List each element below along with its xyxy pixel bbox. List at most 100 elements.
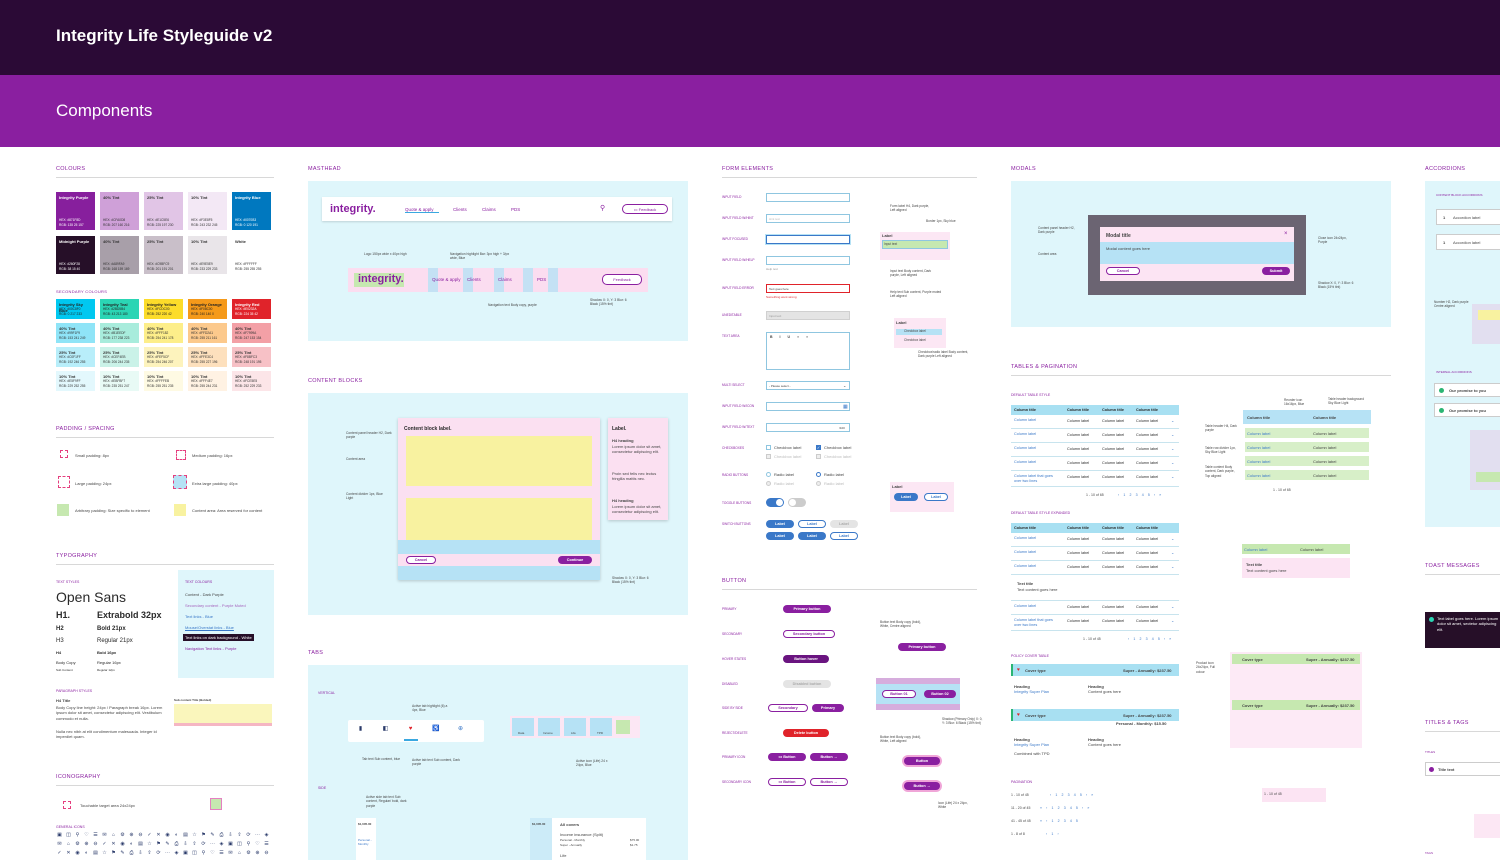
chevron-down-icon[interactable]: ⌄ [1171,447,1175,451]
delete-button[interactable]: Delete button [783,729,829,737]
primary-button[interactable]: Primary button [783,605,831,613]
table-cell-link[interactable]: Column label [1014,432,1037,436]
table-row[interactable]: Column label Column label Column label Colu… [1011,415,1179,429]
table-cell-link[interactable]: Column label [1014,536,1037,540]
income-tab-icon[interactable]: ◧ [382,726,389,732]
page-links[interactable]: ‹ 1 › [1046,832,1061,836]
table-cell-link[interactable]: Column label [1014,418,1037,422]
table-cell-link[interactable]: Column label [1014,460,1037,464]
add-tab-icon[interactable]: ⊕ [457,726,464,732]
primary-icon-button[interactable]: ▭ Button [768,753,806,761]
table-cell-link[interactable]: Column label [1014,550,1037,554]
switch-button[interactable]: Label [766,520,794,528]
text-area[interactable]: B I U ≡ ≡ [766,332,850,370]
table-cell-link[interactable]: Column label that goes over two lines [1014,618,1053,627]
secondary-icon-button[interactable]: ▭ Button [768,778,806,786]
chevron-down-icon[interactable]: ⌄ [1171,475,1175,479]
side-primary-button[interactable]: Primary [812,704,844,712]
radio-checked[interactable] [816,472,821,477]
colour-white-link[interactable]: Text links on dark background - White [183,634,254,642]
colour-blue-link[interactable]: Text links - Blue [185,614,214,619]
column-title[interactable]: Column title [1014,408,1036,412]
side-tab[interactable]: $1,005.00 Personal - Monthly [356,818,376,860]
input-field-hint[interactable]: Hint text [766,214,850,223]
modal-cancel-button[interactable]: Cancel [1106,267,1140,275]
input-field-help[interactable] [766,256,850,265]
policy-plan[interactable]: Integrity Super Plan [1014,689,1050,694]
page-links[interactable]: « ‹ 1 2 3 4 5 › » [1040,806,1091,810]
close-icon[interactable]: × [1284,231,1288,237]
nav-pds[interactable]: PDS [511,207,521,212]
column-title[interactable]: Column title [1136,526,1158,530]
table-row[interactable]: Column label Column label Column label Colu… [1011,443,1179,457]
policy-plan[interactable]: Integrity Super Plan [1014,742,1050,747]
chevron-down-icon[interactable]: ⌄ [1171,433,1175,437]
calendar-icon[interactable]: ▦ [843,404,848,410]
input-field[interactable] [766,193,850,202]
pagination-pages[interactable]: ‹ 1 2 3 4 5 › » [1118,493,1163,497]
switch-button[interactable]: Label [830,520,858,528]
accordion-item-2[interactable]: 1 Accordion label [1436,234,1500,250]
column-title[interactable]: Column title [1136,408,1158,412]
nav-quote-apply[interactable]: Quote & apply [405,207,434,212]
cb-continue-button[interactable]: Continue [558,556,592,564]
secondary-arrow-button[interactable]: Button → [810,778,848,786]
switch-button[interactable]: Label [798,532,826,540]
column-title[interactable]: Column title [1067,408,1089,412]
cb-cancel-button[interactable]: Cancel [406,556,436,564]
chevron-down-icon[interactable]: ⌄ [1171,419,1175,423]
life-tab-icon[interactable]: ♥ [408,726,413,732]
toggle-off[interactable] [788,498,806,507]
data-tab-icon[interactable]: ▮ [358,726,363,732]
modal-submit-button[interactable]: Submit [1262,267,1290,275]
input-field-text[interactable]: /100 [766,423,850,432]
masthead-logo[interactable]: integrity. [330,203,376,215]
colour-hover-link[interactable]: Mouse/Overstat links - Blue [185,625,234,630]
switch-button[interactable]: Label [766,532,794,540]
table-cell-link[interactable]: Column label [1014,604,1037,608]
table-cell-link[interactable]: Column label [1014,564,1037,568]
table-row[interactable]: Column label Column label Column label Colu… [1011,457,1179,471]
radio-unchecked[interactable] [766,472,771,477]
text-area-toolbar[interactable]: B I U ≡ ≡ [770,335,812,339]
column-title[interactable]: Column title [1102,526,1124,530]
input-field-error[interactable]: Text goes here [766,284,850,293]
table-row[interactable]: Column label Column label Column label Colu… [1011,561,1179,575]
table-cell-link[interactable]: Column label [1014,446,1037,450]
chevron-down-icon[interactable]: ⌄ [1171,551,1175,555]
table-cell-link[interactable]: Column label that goes over two lines [1014,474,1053,483]
switch-button[interactable]: Label [798,520,826,528]
secondary-button[interactable]: Secondary button [783,630,835,638]
internal-accordion-1[interactable]: Our promise to you [1434,383,1500,397]
side-secondary-button[interactable]: Secondary [768,704,808,712]
page-links[interactable]: ‹ 1 2 3 4 5 › » [1050,793,1095,797]
page-links[interactable]: « ‹ 1 2 3 4 5 [1040,819,1080,823]
nav-claims[interactable]: Claims [482,207,496,212]
chevron-down-icon[interactable]: ⌄ [1171,605,1175,609]
feedback-button[interactable]: ▭ Feedback [622,204,668,214]
switch-button[interactable]: Label [830,532,858,540]
input-field-icon[interactable]: ▦ [766,402,850,411]
chevron-down-icon[interactable]: ⌄ [1171,461,1175,465]
primary-arrow-button[interactable]: Button → [810,753,848,761]
accordion-item-1[interactable]: 1 Accordion label [1436,209,1500,225]
chevron-down-icon[interactable]: ⌄ [1171,565,1175,569]
multi-select[interactable]: - Please select - ⌄ [766,381,850,390]
hover-button[interactable]: Button hover [783,655,829,663]
table-row[interactable]: Column label that goes over two lines Col… [1011,615,1179,631]
checkbox-checked[interactable]: ✓ [816,445,821,450]
toggle-on[interactable] [766,498,784,507]
table-row[interactable]: Column label Column label Column label Colu… [1011,547,1179,561]
input-focused[interactable] [766,235,850,244]
tpd-tab-icon[interactable]: ♿ [432,726,440,732]
colour-nav-link[interactable]: Navigation Text links - Purple [185,646,237,651]
pagination-pages[interactable]: ‹ 1 2 3 4 5 › » [1128,637,1173,641]
table-row[interactable]: Column label that goes over two lines Col… [1011,471,1179,487]
table-row[interactable]: Column label Column label Column label Colu… [1011,533,1179,547]
column-title[interactable]: Column title [1067,526,1089,530]
nav-clients[interactable]: Clients [453,207,467,212]
column-title[interactable]: Column title [1014,526,1036,530]
table-row[interactable]: Column label Column label Column label Colu… [1011,429,1179,443]
internal-accordion-2[interactable]: Our promise to you [1434,403,1500,417]
chevron-down-icon[interactable]: ⌄ [1171,537,1175,541]
